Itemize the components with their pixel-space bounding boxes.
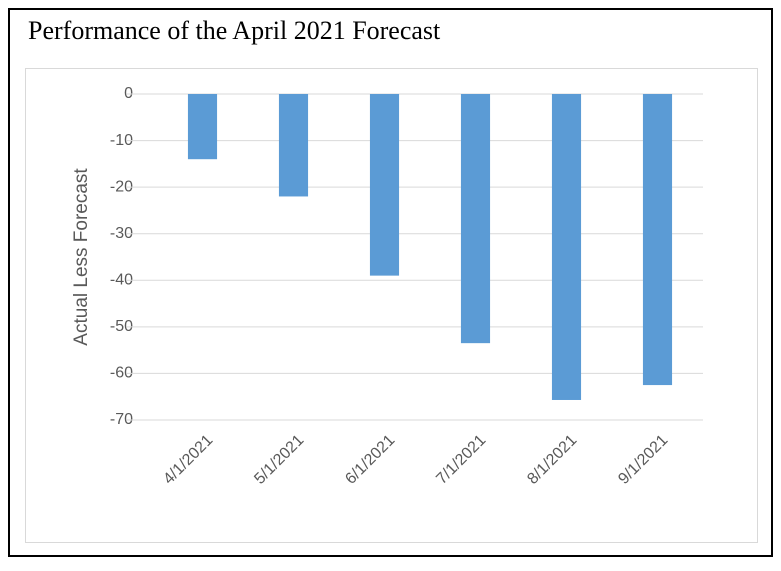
- bar: [642, 94, 673, 386]
- y-tick-label: -50: [110, 318, 133, 335]
- y-tick-label: -70: [110, 411, 133, 428]
- bar: [369, 94, 400, 276]
- bar: [187, 94, 218, 160]
- bar: [551, 94, 582, 400]
- y-tick-label: -10: [110, 132, 133, 149]
- bar: [460, 94, 491, 344]
- y-tick-label: -30: [110, 225, 133, 242]
- chart-area: [25, 68, 758, 543]
- y-axis-title: Actual Less Forecast: [71, 168, 92, 346]
- y-tick-label: -20: [110, 178, 133, 195]
- chart-title: Performance of the April 2021 Forecast: [28, 16, 441, 45]
- y-tick-label: -60: [110, 365, 133, 382]
- y-tick-label: -40: [110, 272, 133, 289]
- bar: [278, 94, 309, 197]
